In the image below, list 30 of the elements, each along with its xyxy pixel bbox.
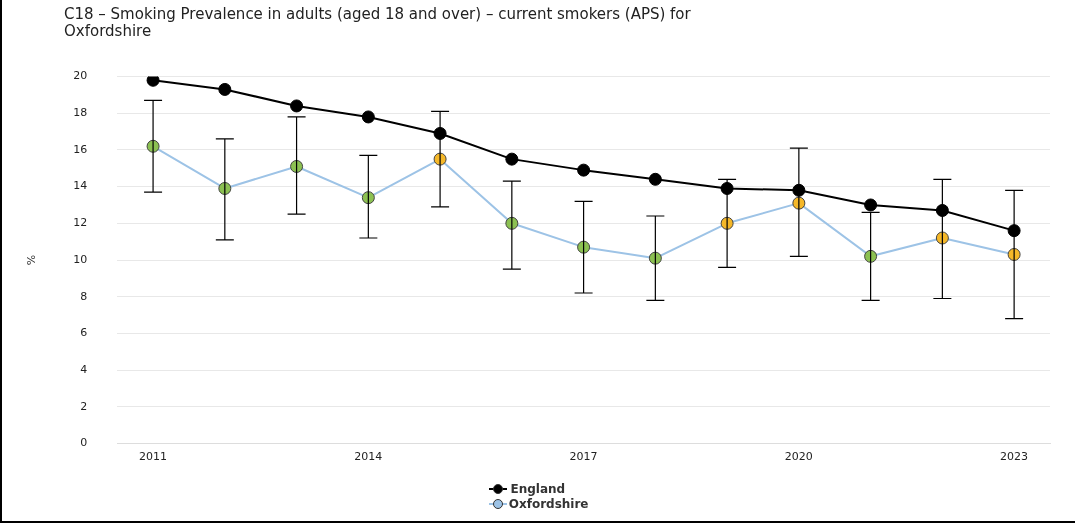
point <box>577 163 591 177</box>
point <box>864 198 878 212</box>
y-tick-label: 16 <box>73 142 88 156</box>
y-tick-label: 2 <box>80 399 88 413</box>
y-tick-label: 6 <box>80 326 88 340</box>
y-axis-title: % <box>25 254 39 266</box>
y-tick-label: 8 <box>80 289 88 303</box>
y-tick-label: 18 <box>73 106 88 120</box>
legend-label: England <box>510 481 566 496</box>
legend-label: Oxfordshire <box>508 496 589 511</box>
chart-title: C18 – Smoking Prevalence in adults (aged 18 and over) – current smokers (APS) for Oxfordshire <box>64 5 692 40</box>
point <box>146 76 160 87</box>
point <box>361 110 375 124</box>
x-tick-label: 2020 <box>784 449 813 463</box>
y-tick-label: 0 <box>80 436 88 450</box>
x-tick-label: 2011 <box>139 449 168 463</box>
y-tick-label: 20 <box>73 69 88 83</box>
point <box>218 82 232 96</box>
y-tick-label: 14 <box>73 179 88 193</box>
point <box>505 152 519 166</box>
point <box>935 203 949 217</box>
y-tick-label: 10 <box>73 252 88 266</box>
x-tick-label: 2023 <box>1000 449 1029 463</box>
point <box>290 99 304 113</box>
y-tick-label: 12 <box>73 216 88 230</box>
x-tick-label: 2014 <box>354 449 383 463</box>
point <box>505 216 519 230</box>
y-tick-label: 4 <box>80 362 88 376</box>
point <box>648 172 662 186</box>
x-tick-label: 2017 <box>569 449 598 463</box>
